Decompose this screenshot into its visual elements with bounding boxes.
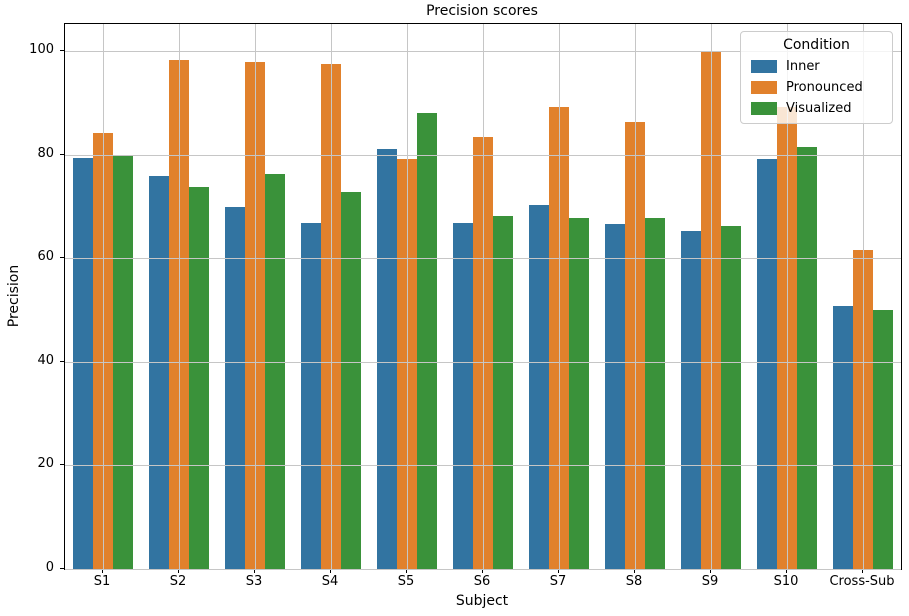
y-tick-label-60: 60 (37, 249, 54, 265)
legend-swatch-inner (751, 60, 777, 73)
x-tick-label-S6: S6 (473, 574, 491, 589)
bar-S9-inner (680, 231, 701, 569)
x-tick-label-Cross-Sub: Cross-Sub (829, 574, 895, 589)
x-axis-label: Subject (455, 593, 509, 609)
y-tick-40 (60, 360, 64, 362)
gridline-x-S5 (407, 24, 408, 569)
bar-S8-inner (604, 223, 625, 569)
bar-S7-inner (528, 204, 549, 569)
bar-S4-inner (300, 223, 321, 569)
gridline-x-S7 (559, 24, 560, 569)
legend-items: Inner Pronounced Visualized (751, 59, 882, 116)
gridline-x-S10 (787, 24, 788, 569)
x-tick-S4 (330, 569, 331, 573)
bar-S3-inner (224, 206, 245, 569)
bar-S3-pronounced (244, 61, 266, 569)
x-tick-S9 (710, 569, 711, 573)
y-tick-20 (60, 464, 64, 466)
bar-Cross-Sub-pronounced (852, 250, 874, 569)
gridline-x-S3 (255, 24, 256, 569)
gridline-x-S6 (483, 24, 484, 569)
bar-S6-inner (452, 222, 473, 569)
gridline-x-S8 (635, 24, 636, 569)
bar-S4-pronounced (320, 64, 342, 569)
x-tick-label-S2: S2 (169, 574, 187, 589)
bar-S9-pronounced (700, 51, 722, 569)
legend-label-pronounced: Pronounced (786, 80, 863, 95)
gridline-x-S2 (179, 24, 180, 569)
y-tick-0 (60, 568, 64, 569)
gridline-y-0 (65, 569, 901, 570)
bar-S5-inner (376, 148, 397, 569)
bar-S5-visualized (417, 113, 438, 569)
gridline-x-S1 (103, 24, 104, 569)
bar-S9-visualized (721, 226, 742, 569)
x-tick-S5 (406, 569, 407, 573)
x-tick-label-S8: S8 (625, 574, 643, 589)
bar-S6-pronounced (472, 137, 494, 569)
x-tick-S3 (254, 569, 255, 573)
legend-title: Condition (783, 37, 850, 53)
gridline-x-Cross-Sub (863, 24, 864, 569)
bar-S10-visualized (797, 146, 818, 569)
bar-S3-visualized (265, 174, 286, 569)
x-tick-S1 (102, 569, 103, 573)
x-tick-S2 (178, 569, 179, 573)
bar-S1-inner (72, 157, 93, 569)
legend-label-visualized: Visualized (786, 101, 852, 116)
bar-S2-inner (148, 175, 169, 569)
bar-Cross-Sub-visualized (873, 309, 894, 569)
x-tick-label-S5: S5 (397, 574, 415, 589)
y-tick-label-20: 20 (37, 456, 54, 472)
bar-Cross-Sub-inner (832, 305, 853, 569)
bar-S7-visualized (569, 217, 590, 569)
legend-item-pronounced: Pronounced (751, 80, 882, 95)
bar-S1-visualized (113, 154, 134, 569)
bar-S8-visualized (645, 217, 666, 569)
x-tick-label-S3: S3 (245, 574, 263, 589)
x-tick-label-S4: S4 (321, 574, 339, 589)
y-tick-label-80: 80 (37, 145, 54, 161)
chart-title: Precision scores (426, 3, 538, 19)
legend-swatch-pronounced (751, 81, 777, 94)
y-tick-100 (60, 50, 64, 52)
x-tick-label-S9: S9 (701, 574, 719, 589)
x-tick-label-S1: S1 (93, 574, 111, 589)
y-tick-label-0: 0 (45, 560, 54, 575)
legend: Condition Inner Pronounced Visualized (740, 31, 893, 124)
bar-S7-pronounced (548, 107, 570, 569)
x-tick-S7 (558, 569, 559, 573)
x-tick-label-S7: S7 (549, 574, 567, 589)
bar-S2-pronounced (168, 59, 190, 569)
gridline-x-S9 (711, 24, 712, 569)
y-axis-label: Precision (6, 264, 22, 328)
legend-swatch-visualized (751, 102, 777, 115)
x-tick-S6 (482, 569, 483, 573)
bar-S2-visualized (189, 187, 210, 569)
y-tick-60 (60, 257, 64, 259)
y-tick-label-100: 100 (29, 42, 54, 58)
x-tick-S8 (634, 569, 635, 573)
y-tick-label-40: 40 (37, 352, 54, 368)
bar-S8-pronounced (624, 121, 646, 569)
legend-item-visualized: Visualized (751, 101, 882, 116)
bar-S10-pronounced (776, 106, 798, 569)
legend-item-inner: Inner (751, 59, 882, 74)
x-tick-Cross-Sub (862, 569, 863, 573)
y-tick-80 (60, 153, 64, 155)
bar-S10-inner (756, 158, 777, 569)
bar-S1-pronounced (92, 132, 114, 569)
bar-S6-visualized (493, 215, 514, 569)
gridline-x-S4 (331, 24, 332, 569)
x-tick-label-S10: S10 (773, 574, 799, 589)
legend-label-inner: Inner (786, 59, 820, 74)
x-tick-S10 (786, 569, 787, 573)
bar-S4-visualized (341, 191, 362, 569)
